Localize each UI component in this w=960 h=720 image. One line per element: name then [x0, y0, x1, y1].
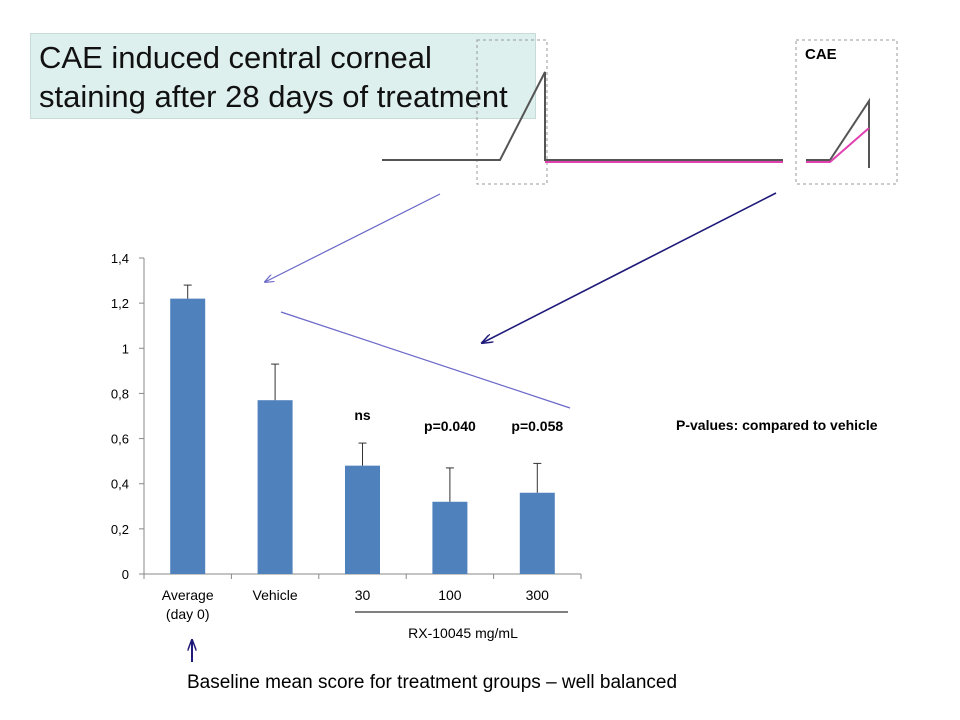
x-tick-label: 300	[526, 587, 550, 603]
pvalue-note: P-values: compared to vehicle	[676, 417, 878, 433]
gray-trace	[382, 71, 783, 161]
group-label: RX-10045 mg/mL	[408, 625, 518, 641]
gray-trace-cae	[806, 97, 870, 168]
bar-annotation: ns	[354, 407, 371, 423]
connector-arrow-dark	[482, 192, 777, 343]
bar	[170, 298, 206, 574]
pink-trace-cae	[806, 127, 870, 163]
bar	[257, 400, 293, 574]
x-tick-label: (day 0)	[166, 606, 210, 622]
x-tick-label: 100	[438, 587, 462, 603]
bar	[345, 465, 380, 574]
title-line-1: CAE induced central corneal	[39, 40, 432, 75]
bar	[432, 501, 468, 574]
timeline-schematic	[382, 39, 898, 185]
y-tick-label: 0,4	[111, 477, 129, 492]
slide-title: CAE induced central corneal staining aft…	[30, 33, 536, 119]
cae-label: CAE	[805, 46, 837, 63]
x-tick-label: 30	[355, 587, 371, 603]
y-tick-label: 1,4	[111, 251, 129, 266]
y-tick-label: 0,6	[111, 432, 129, 447]
bar-annotation: p=0.040	[424, 418, 476, 434]
y-tick-label: 0	[122, 567, 129, 582]
connector-line-light	[280, 311, 571, 409]
day0-zoom-box	[476, 39, 548, 185]
x-tick-label: Average	[162, 587, 214, 603]
bar	[519, 492, 555, 574]
y-tick-label: 1	[122, 341, 129, 356]
bar-annotation: p=0.058	[511, 418, 563, 434]
y-tick-label: 0,2	[111, 522, 129, 537]
baseline-note: Baseline mean score for treatment groups…	[187, 672, 678, 693]
y-tick-label: 0,8	[111, 386, 129, 401]
chart: 0 0,2 0,4 0,6 0,8 1 1,2 1,4 ns p=0.040 p=0.058 Av…	[111, 251, 582, 641]
title-line-2: staining after 28 days of treatment	[39, 79, 508, 114]
y-tick-label: 1,2	[111, 296, 129, 311]
connector-arrow-light	[265, 193, 441, 282]
x-tick-label: Vehicle	[253, 587, 298, 603]
day28-zoom-box	[795, 39, 898, 185]
